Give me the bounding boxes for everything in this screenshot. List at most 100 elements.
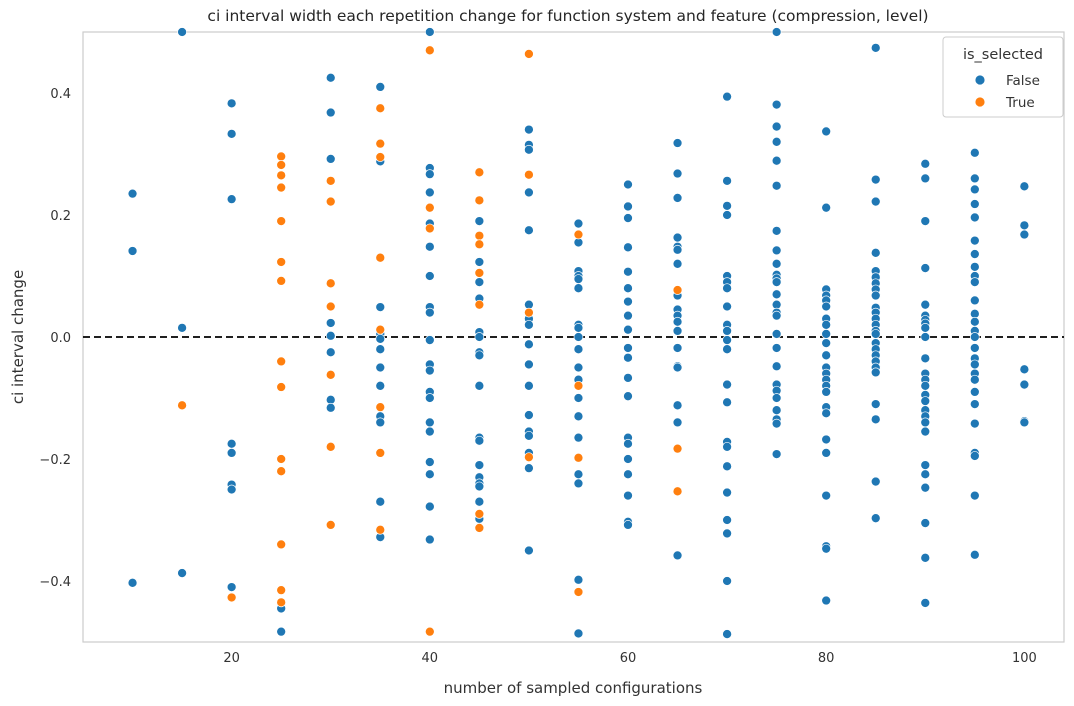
data-point-false <box>573 478 584 489</box>
data-point-false <box>969 343 980 353</box>
data-point-false <box>474 496 485 507</box>
data-point-false <box>821 543 832 554</box>
data-point-false <box>870 196 881 207</box>
data-point-false <box>226 448 237 458</box>
legend: is_selected False True <box>942 36 1064 118</box>
data-point-false <box>623 454 633 464</box>
data-point-false <box>623 310 633 321</box>
data-point-true <box>325 278 336 289</box>
data-point-false <box>623 373 633 383</box>
data-point-true <box>672 486 683 497</box>
data-point-false <box>573 323 584 333</box>
data-point-false <box>870 329 881 339</box>
data-point-false <box>1019 364 1030 375</box>
data-point-false <box>969 173 980 184</box>
data-point-false <box>375 496 386 507</box>
data-point-false <box>623 469 633 480</box>
data-point-true <box>474 268 485 278</box>
x-tick-label: 40 <box>422 651 439 666</box>
data-point-false <box>325 402 336 413</box>
data-point-true <box>524 452 534 463</box>
data-point-true <box>325 520 336 530</box>
data-point-false <box>969 399 980 409</box>
data-point-false <box>623 490 633 501</box>
y-tick-label: −0.4 <box>39 575 71 590</box>
data-point-false <box>672 193 683 203</box>
data-point-false <box>573 574 584 585</box>
data-point-false <box>920 216 931 226</box>
data-point-false <box>771 393 782 403</box>
data-point-false <box>722 441 732 452</box>
data-point-true <box>276 170 287 181</box>
data-point-true <box>177 400 187 411</box>
data-point-true <box>276 539 287 550</box>
data-point-false <box>375 380 386 391</box>
data-point-false <box>969 184 980 195</box>
y-tick-label: 0.2 <box>50 209 71 224</box>
data-point-false <box>524 359 534 370</box>
data-point-false <box>623 391 633 402</box>
data-point-false <box>771 136 782 147</box>
data-point-false <box>771 245 782 256</box>
data-point-false <box>524 463 534 473</box>
data-point-false <box>226 582 237 592</box>
data-point-true <box>375 448 386 458</box>
data-point-false <box>1019 220 1030 231</box>
data-point-false <box>325 72 336 83</box>
data-point-false <box>870 414 881 425</box>
data-point-true <box>325 175 336 186</box>
data-point-false <box>920 323 931 333</box>
data-point-false <box>771 289 782 300</box>
data-point-false <box>920 426 931 437</box>
data-point-false <box>771 180 782 191</box>
data-point-false <box>672 168 683 179</box>
data-point-true <box>325 301 336 312</box>
data-point-false <box>920 460 931 470</box>
data-point-false <box>821 387 832 397</box>
data-point-false <box>771 226 782 236</box>
data-point-false <box>771 121 782 132</box>
data-point-false <box>722 91 732 102</box>
data-point-true <box>474 299 485 310</box>
data-point-false <box>821 126 832 137</box>
data-point-false <box>969 418 980 429</box>
data-point-true <box>276 597 287 608</box>
data-point-true <box>375 524 386 535</box>
data-point-false <box>821 202 832 213</box>
data-point-true <box>424 223 435 234</box>
data-point-false <box>573 469 584 480</box>
legend-marker-true <box>974 96 986 108</box>
data-point-true <box>375 252 386 263</box>
data-point-true <box>524 49 534 59</box>
data-point-false <box>623 242 633 253</box>
data-point-false <box>920 299 931 310</box>
data-point-false <box>474 257 485 267</box>
data-point-true <box>474 195 485 206</box>
data-point-false <box>771 361 782 372</box>
data-point-false <box>672 417 683 428</box>
data-point-false <box>474 435 485 446</box>
data-point-false <box>870 367 881 378</box>
data-point-false <box>424 534 435 545</box>
data-point-true <box>375 402 386 412</box>
data-point-false <box>524 380 534 391</box>
data-point-false <box>821 434 832 445</box>
data-point-false <box>870 476 881 487</box>
data-point-false <box>424 169 435 179</box>
data-point-false <box>375 362 386 373</box>
data-point-false <box>573 393 584 403</box>
data-point-false <box>722 210 732 220</box>
data-point-false <box>424 457 435 467</box>
data-point-true <box>573 229 584 240</box>
data-point-true <box>276 454 287 464</box>
data-point-false <box>722 528 732 539</box>
data-point-false <box>969 249 980 259</box>
data-point-false <box>870 513 881 524</box>
data-point-false <box>870 43 881 53</box>
data-point-false <box>821 408 832 419</box>
data-point-false <box>920 469 931 480</box>
data-point-false <box>325 347 336 358</box>
legend-marker-false <box>974 74 986 86</box>
data-point-false <box>573 411 584 422</box>
data-point-false <box>623 438 633 449</box>
